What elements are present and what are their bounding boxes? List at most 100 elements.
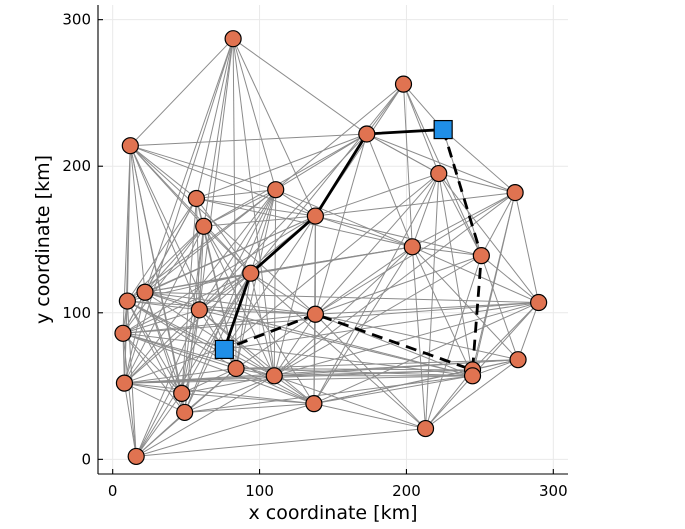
edge	[123, 301, 128, 384]
edge	[181, 392, 314, 405]
edge	[517, 302, 540, 360]
edge	[126, 198, 197, 302]
edge	[123, 38, 234, 384]
edge	[199, 272, 252, 311]
edge	[184, 403, 314, 413]
edge	[366, 133, 439, 174]
edge	[315, 215, 413, 248]
edge	[127, 300, 200, 311]
node-point	[136, 283, 154, 301]
edge	[144, 291, 200, 311]
edge	[124, 382, 314, 405]
edge	[136, 428, 426, 457]
node-point	[267, 181, 285, 199]
edge	[122, 332, 186, 413]
edge	[472, 302, 539, 371]
edge	[315, 173, 439, 217]
edge	[313, 314, 316, 404]
edge	[480, 255, 519, 360]
edge	[315, 246, 413, 315]
edge	[198, 38, 234, 310]
edge	[181, 375, 275, 394]
edge	[236, 359, 519, 369]
edge	[411, 173, 440, 247]
edge	[203, 38, 234, 227]
y-tick-label: 0	[81, 450, 91, 468]
x-axis-label: x coordinate [km]	[249, 502, 418, 524]
edge	[127, 215, 316, 302]
edge	[250, 272, 316, 315]
edge	[181, 198, 197, 394]
node-point	[506, 184, 524, 202]
edge	[122, 332, 183, 394]
edge	[315, 313, 426, 429]
edge	[195, 38, 234, 199]
edge	[224, 302, 539, 350]
edge	[135, 375, 275, 457]
edge	[203, 189, 276, 227]
x-tick-label: 200	[392, 482, 421, 500]
edge	[196, 198, 252, 274]
edge	[196, 197, 316, 217]
edge	[274, 375, 426, 430]
edge	[130, 145, 197, 199]
edge	[250, 273, 275, 376]
edge	[472, 192, 516, 376]
edge	[135, 393, 183, 457]
edge	[144, 291, 539, 304]
edge	[127, 300, 316, 315]
edge	[314, 173, 440, 315]
edge	[366, 133, 516, 194]
edge	[181, 272, 252, 394]
edge	[514, 192, 540, 303]
edge	[122, 313, 316, 334]
edge	[144, 225, 205, 293]
axes	[97, 5, 568, 475]
edge	[124, 309, 200, 384]
node-point	[127, 447, 145, 466]
edge	[130, 133, 367, 147]
y-axis-label: y coordinate [km]	[32, 155, 54, 324]
edge	[196, 133, 367, 199]
edge	[411, 246, 473, 377]
edge	[129, 38, 234, 147]
node-point	[242, 264, 260, 282]
edge	[412, 192, 516, 248]
edge	[129, 145, 146, 293]
edge	[203, 133, 368, 227]
edge	[124, 375, 473, 384]
edge	[129, 145, 237, 369]
edge	[199, 309, 315, 405]
edge	[203, 225, 252, 274]
edge	[124, 382, 185, 413]
edge	[122, 215, 316, 334]
edge	[315, 215, 482, 257]
edge	[232, 38, 368, 135]
edge	[250, 272, 426, 429]
edge	[135, 412, 185, 457]
edge	[438, 173, 516, 194]
node-point	[306, 207, 324, 225]
node-point	[463, 367, 482, 385]
edge	[425, 255, 482, 429]
edge	[199, 309, 316, 315]
edge	[275, 133, 368, 191]
node-point	[195, 217, 213, 235]
edge	[480, 192, 516, 256]
y-tick-label: 100	[62, 304, 91, 322]
node-point	[118, 292, 136, 310]
nodes	[114, 30, 548, 466]
edge	[198, 226, 205, 310]
edge	[438, 173, 474, 376]
edge	[203, 215, 316, 227]
edge	[315, 313, 519, 361]
edge	[130, 145, 316, 217]
node-point	[265, 367, 283, 385]
edge	[313, 403, 426, 430]
edge	[144, 246, 413, 293]
edge	[425, 375, 473, 429]
edge	[127, 300, 275, 377]
edge	[122, 332, 473, 377]
edge	[232, 38, 316, 217]
edge	[124, 375, 275, 384]
